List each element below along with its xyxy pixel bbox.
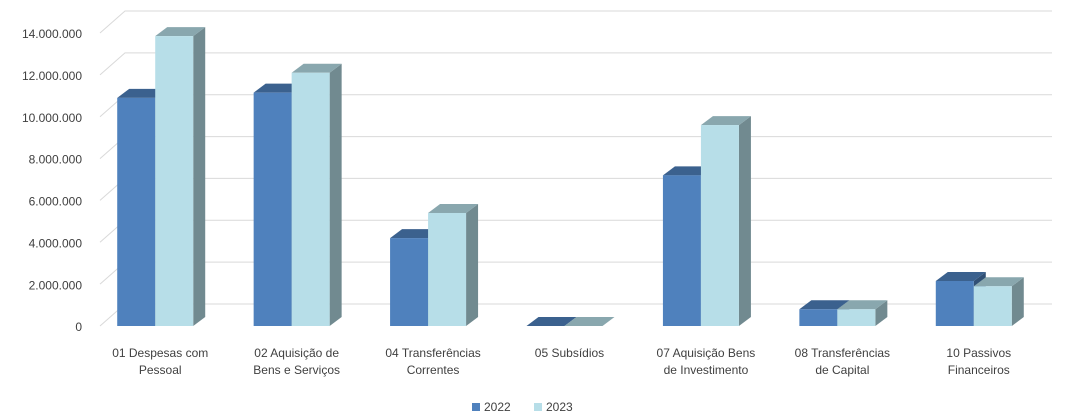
y-tick-label: 6.000.000 <box>29 195 83 209</box>
legend-swatch <box>472 403 480 411</box>
legend-swatch <box>534 403 542 411</box>
y-tick-label: 2.000.000 <box>29 278 83 292</box>
grid-line <box>99 177 1052 201</box>
x-tick-label: Correntes <box>407 363 460 377</box>
bar-top <box>291 63 342 73</box>
x-tick-label: 08 Transferências <box>795 346 890 360</box>
y-tick-label: 0 <box>75 320 82 334</box>
bar-side <box>193 27 206 327</box>
bar-top <box>973 277 1024 287</box>
grid-line <box>99 261 1052 285</box>
x-tick-label: 02 Aquisição de <box>254 346 339 360</box>
bar-side <box>329 63 342 327</box>
x-tick-label: 10 Passivos <box>946 346 1011 360</box>
grid-line <box>99 94 1052 118</box>
x-tick-label: de Capital <box>815 363 869 377</box>
bar-top <box>428 203 479 213</box>
grid-line <box>99 136 1052 159</box>
bar <box>390 238 429 326</box>
bar-side <box>875 300 888 326</box>
x-tick-label: 07 Aquisição Bens <box>657 346 756 360</box>
bar-top <box>837 300 888 310</box>
y-tick-label: 14.000.000 <box>22 27 82 41</box>
y-tick-label: 12.000.000 <box>22 69 82 83</box>
x-tick-label: 04 Transferências <box>385 346 480 360</box>
bar-top <box>662 166 713 176</box>
bar-side <box>1011 277 1024 326</box>
bar <box>700 125 739 326</box>
bar <box>837 309 876 326</box>
bar-side <box>466 203 479 326</box>
x-tick-label: 05 Subsídios <box>535 346 604 360</box>
bar <box>428 212 467 326</box>
bar-top <box>390 229 441 239</box>
legend-label: 2023 <box>546 400 573 414</box>
bar-top <box>564 317 615 326</box>
bar <box>253 92 292 327</box>
x-tick-label: Bens e Serviços <box>253 363 340 377</box>
grid-line <box>99 52 1052 76</box>
y-tick-label: 10.000.000 <box>22 111 82 125</box>
bar <box>662 175 701 326</box>
bar <box>117 97 156 326</box>
bar-side <box>738 116 751 326</box>
bar <box>155 36 194 327</box>
legend-label: 2022 <box>484 400 511 414</box>
x-tick-label: de Investimento <box>664 363 749 377</box>
grid-line <box>99 219 1052 243</box>
y-tick-label: 8.000.000 <box>29 153 83 167</box>
bar <box>973 286 1012 326</box>
bar-top <box>935 272 986 282</box>
x-tick-label: 01 Despesas com <box>112 346 208 360</box>
x-tick-label: Financeiros <box>948 363 1010 377</box>
x-tick-label: Pessoal <box>139 363 182 377</box>
bar-top <box>155 27 206 37</box>
bar-top <box>117 88 168 98</box>
bar <box>935 281 974 326</box>
bar-top <box>799 300 850 310</box>
grid-line <box>99 10 1052 34</box>
y-tick-label: 4.000.000 <box>29 236 83 250</box>
bar-top <box>526 317 577 326</box>
bar <box>799 309 838 326</box>
bar-top <box>700 116 751 126</box>
bar-top <box>253 83 304 93</box>
bar <box>291 72 330 326</box>
